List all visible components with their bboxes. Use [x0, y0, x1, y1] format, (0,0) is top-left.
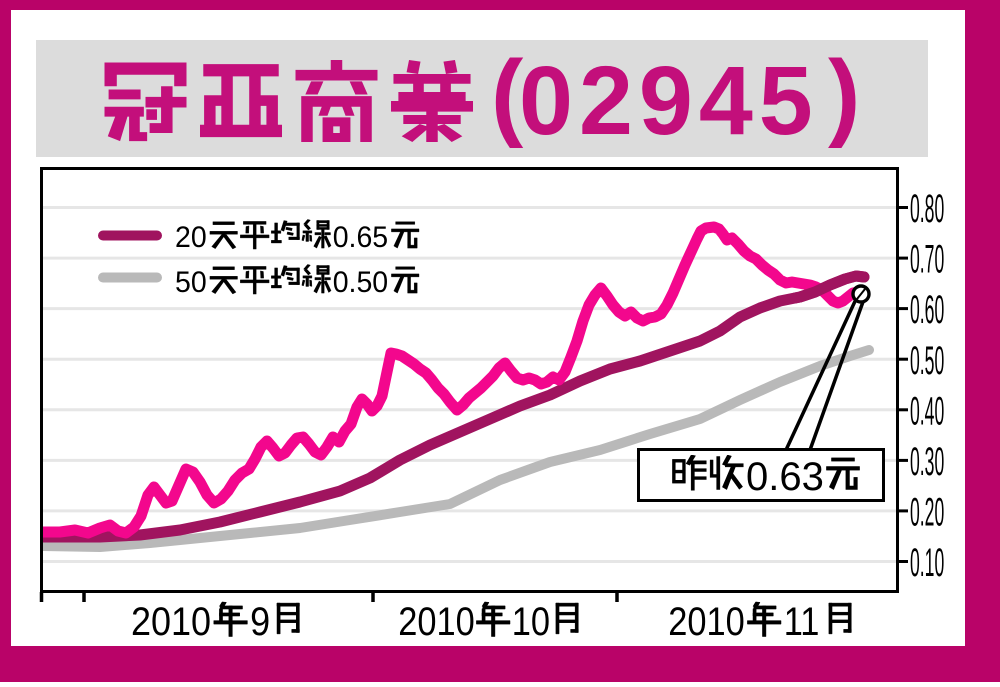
svg-text:0.80: 0.80: [910, 186, 944, 231]
svg-text:0.70: 0.70: [910, 236, 944, 281]
svg-text:2010: 2010: [131, 600, 211, 644]
svg-text:9: 9: [250, 600, 270, 644]
svg-text:0.63: 0.63: [746, 455, 824, 499]
svg-text:0.50: 0.50: [910, 338, 944, 383]
svg-text:(: (: [491, 40, 524, 149]
svg-text:10: 10: [512, 599, 550, 644]
svg-text:0.10: 0.10: [910, 540, 944, 585]
svg-text:50: 50: [175, 266, 207, 299]
svg-text:20: 20: [175, 221, 207, 254]
svg-text:0.60: 0.60: [910, 287, 944, 332]
svg-text:2010: 2010: [398, 599, 475, 644]
svg-text:): ): [828, 40, 860, 149]
svg-text:2010: 2010: [668, 599, 745, 644]
svg-text:0.65: 0.65: [333, 221, 388, 254]
svg-text:02945: 02945: [519, 46, 819, 155]
svg-text:0.30: 0.30: [910, 439, 944, 484]
svg-text:0.40: 0.40: [910, 388, 944, 433]
svg-text:0.20: 0.20: [910, 489, 944, 534]
svg-text:11: 11: [784, 599, 820, 644]
svg-text:0.50: 0.50: [333, 266, 388, 299]
